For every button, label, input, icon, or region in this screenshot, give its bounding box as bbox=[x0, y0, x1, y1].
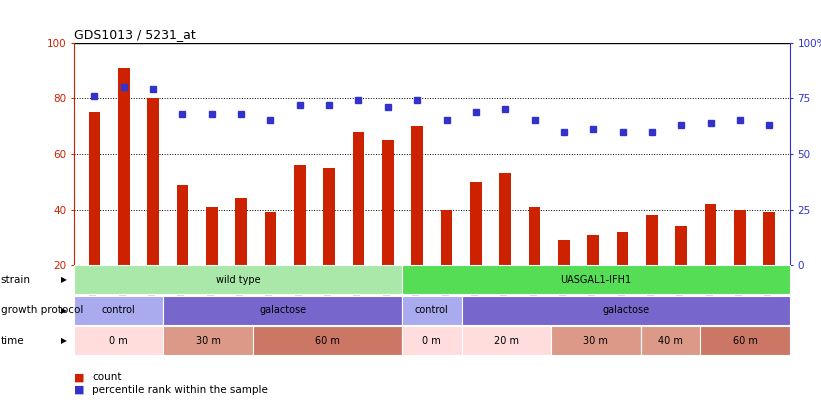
Bar bbox=[411, 126, 423, 321]
Text: 60 m: 60 m bbox=[315, 336, 340, 345]
Bar bbox=[704, 204, 717, 321]
Text: 30 m: 30 m bbox=[584, 336, 608, 345]
Bar bbox=[264, 212, 277, 321]
Bar bbox=[89, 112, 100, 321]
Text: ▶: ▶ bbox=[61, 306, 67, 315]
Bar bbox=[764, 212, 775, 321]
Bar bbox=[206, 207, 218, 321]
Bar bbox=[441, 210, 452, 321]
Text: 0 m: 0 m bbox=[423, 336, 441, 345]
Bar bbox=[147, 98, 159, 321]
Text: count: count bbox=[92, 373, 122, 382]
Text: ■: ■ bbox=[74, 373, 85, 382]
Bar bbox=[118, 68, 130, 321]
Text: 60 m: 60 m bbox=[732, 336, 758, 345]
Text: time: time bbox=[1, 336, 25, 345]
Text: 0 m: 0 m bbox=[109, 336, 128, 345]
Text: 40 m: 40 m bbox=[658, 336, 683, 345]
Text: 30 m: 30 m bbox=[195, 336, 221, 345]
Text: galactose: galactose bbox=[259, 305, 306, 315]
Bar bbox=[558, 240, 570, 321]
Text: ▶: ▶ bbox=[61, 275, 67, 284]
Text: growth protocol: growth protocol bbox=[1, 305, 83, 315]
Text: percentile rank within the sample: percentile rank within the sample bbox=[92, 385, 268, 394]
Bar bbox=[294, 165, 305, 321]
Text: ■: ■ bbox=[74, 385, 85, 394]
Text: wild type: wild type bbox=[216, 275, 260, 285]
Bar bbox=[323, 168, 335, 321]
Bar bbox=[177, 185, 188, 321]
Bar bbox=[617, 232, 628, 321]
Bar bbox=[382, 140, 394, 321]
Bar bbox=[470, 182, 482, 321]
Bar bbox=[676, 226, 687, 321]
Text: control: control bbox=[102, 305, 135, 315]
Text: strain: strain bbox=[1, 275, 31, 285]
Text: UASGAL1-IFH1: UASGAL1-IFH1 bbox=[561, 275, 631, 285]
Bar bbox=[734, 210, 745, 321]
Bar bbox=[529, 207, 540, 321]
Bar bbox=[646, 215, 658, 321]
Bar bbox=[353, 132, 365, 321]
Text: galactose: galactose bbox=[602, 305, 649, 315]
Text: control: control bbox=[415, 305, 449, 315]
Text: 20 m: 20 m bbox=[494, 336, 519, 345]
Text: GDS1013 / 5231_at: GDS1013 / 5231_at bbox=[74, 28, 195, 41]
Bar bbox=[499, 173, 511, 321]
Text: ▶: ▶ bbox=[61, 336, 67, 345]
Bar bbox=[236, 198, 247, 321]
Bar bbox=[587, 234, 599, 321]
